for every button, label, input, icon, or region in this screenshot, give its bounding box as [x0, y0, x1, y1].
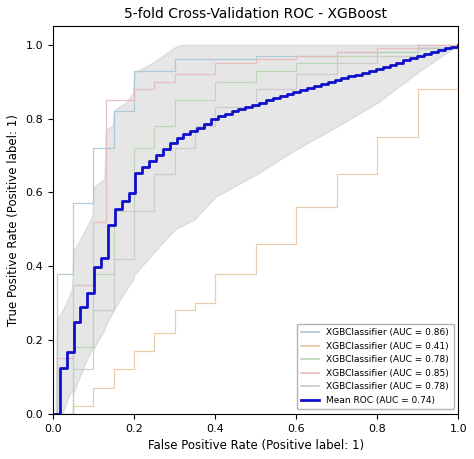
Title: 5-fold Cross-Validation ROC - XGBoost: 5-fold Cross-Validation ROC - XGBoost	[124, 7, 387, 21]
X-axis label: False Positive Rate (Positive label: 1): False Positive Rate (Positive label: 1)	[147, 439, 364, 452]
Y-axis label: True Positive Rate (Positive label: 1): True Positive Rate (Positive label: 1)	[7, 114, 20, 326]
Legend: XGBClassifier (AUC = 0.86), XGBClassifier (AUC = 0.41), XGBClassifier (AUC = 0.7: XGBClassifier (AUC = 0.86), XGBClassifie…	[297, 324, 454, 409]
